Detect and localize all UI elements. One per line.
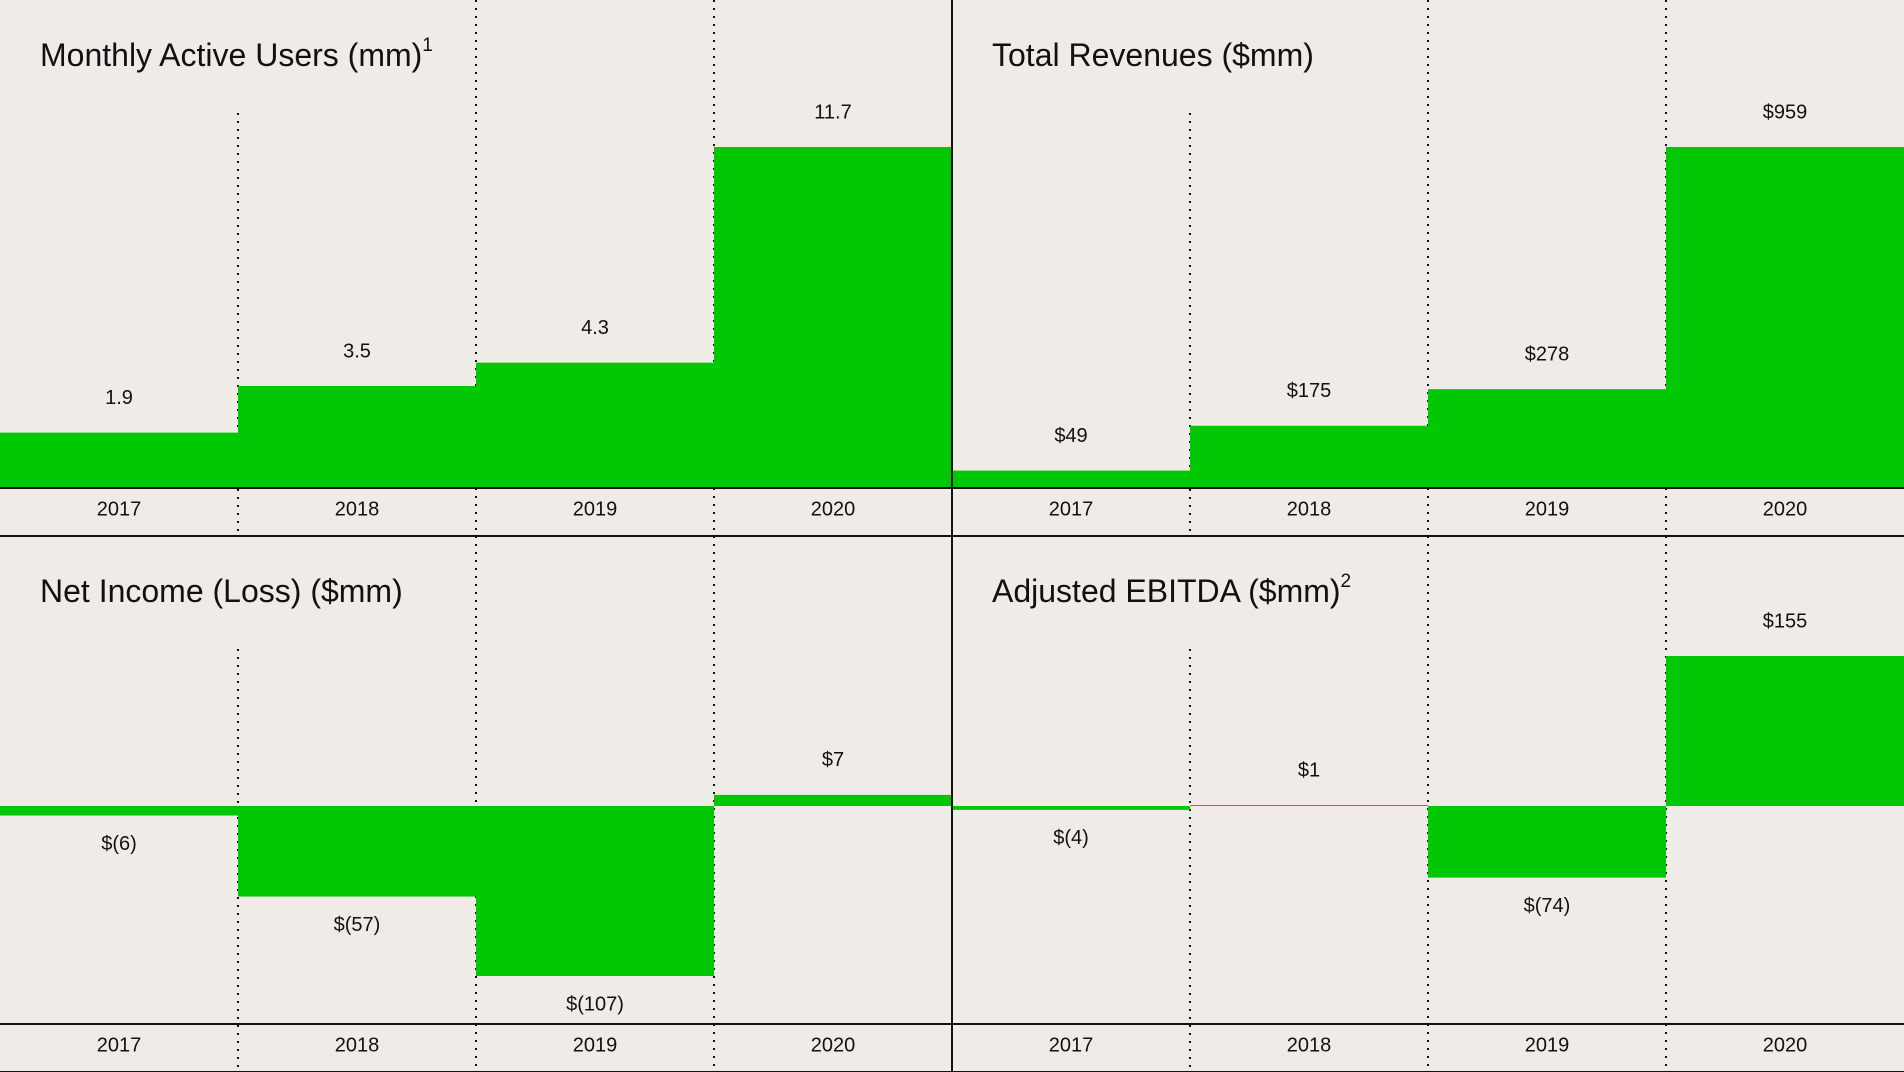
bar bbox=[476, 362, 714, 488]
bar bbox=[1666, 656, 1904, 806]
x-tick-label: 2019 bbox=[573, 1034, 618, 1056]
bar bbox=[238, 806, 476, 897]
bar bbox=[1428, 806, 1666, 878]
x-tick-label: 2019 bbox=[573, 498, 618, 520]
x-tick-label: 2019 bbox=[1525, 498, 1570, 520]
bar bbox=[0, 432, 238, 488]
bar bbox=[1666, 147, 1904, 488]
chart-title: Monthly Active Users (mm)1 bbox=[40, 35, 433, 73]
value-label: $49 bbox=[1054, 425, 1087, 447]
x-tick-label: 2018 bbox=[1287, 498, 1332, 520]
value-label: $7 bbox=[822, 749, 844, 771]
bar bbox=[1428, 389, 1666, 488]
value-label: 1.9 bbox=[105, 387, 133, 409]
x-tick-label: 2017 bbox=[1049, 498, 1094, 520]
bar bbox=[0, 806, 238, 816]
bar bbox=[952, 470, 1190, 488]
x-tick-label: 2017 bbox=[97, 1034, 142, 1056]
value-label: $(74) bbox=[1524, 895, 1571, 917]
x-tick-label: 2017 bbox=[1049, 1034, 1094, 1056]
x-tick-label: 2017 bbox=[97, 498, 142, 520]
x-tick-label: 2020 bbox=[811, 498, 856, 520]
value-label: $(4) bbox=[1053, 827, 1089, 849]
chart-title: Adjusted EBITDA ($mm)2 bbox=[992, 571, 1351, 609]
footnote-mark: 2 bbox=[1341, 571, 1352, 592]
x-tick-label: 2020 bbox=[811, 1034, 856, 1056]
value-label: 11.7 bbox=[814, 101, 851, 123]
value-label: $278 bbox=[1525, 343, 1570, 365]
x-tick-label: 2020 bbox=[1763, 498, 1808, 520]
value-label: $959 bbox=[1763, 101, 1808, 123]
chart-title-text: Net Income (Loss) ($mm) bbox=[40, 573, 403, 609]
value-label: $175 bbox=[1287, 380, 1332, 402]
value-label: $(6) bbox=[101, 833, 137, 855]
footnote-mark: 1 bbox=[422, 35, 433, 56]
chart-title: Net Income (Loss) ($mm) bbox=[40, 573, 403, 609]
bar bbox=[714, 147, 952, 488]
x-tick-label: 2018 bbox=[335, 498, 380, 520]
value-label: $(107) bbox=[566, 993, 624, 1015]
x-tick-label: 2018 bbox=[1287, 1034, 1332, 1056]
x-tick-label: 2020 bbox=[1763, 1034, 1808, 1056]
value-label: 3.5 bbox=[343, 340, 371, 362]
bar bbox=[1190, 425, 1428, 488]
chart-title: Total Revenues ($mm) bbox=[992, 37, 1314, 73]
bar bbox=[714, 794, 952, 806]
value-label: 4.3 bbox=[581, 317, 609, 339]
value-label: $155 bbox=[1763, 610, 1808, 632]
x-tick-label: 2018 bbox=[335, 1034, 380, 1056]
bar bbox=[476, 806, 714, 976]
bar bbox=[1190, 805, 1428, 806]
chart-title-text: Monthly Active Users (mm) bbox=[40, 37, 422, 73]
value-label: $(57) bbox=[334, 914, 381, 936]
bar bbox=[238, 385, 476, 488]
x-tick-label: 2019 bbox=[1525, 1034, 1570, 1056]
bar bbox=[952, 806, 1190, 810]
value-label: $1 bbox=[1298, 759, 1320, 781]
chart-title-text: Total Revenues ($mm) bbox=[992, 37, 1314, 73]
chart-title-text: Adjusted EBITDA ($mm) bbox=[992, 573, 1341, 609]
